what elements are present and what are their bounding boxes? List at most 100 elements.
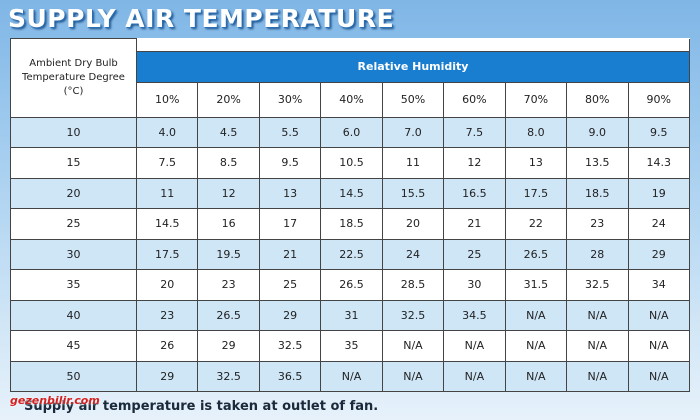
column-header: 90% [627,81,690,118]
table-cell: 6.0 [320,116,383,148]
table-row: 30 17.5 19.5 21 22.5 24 25 26.5 28 29 [10,238,690,270]
table-cell: 34.5 [443,299,506,331]
row-header: 20 [10,177,137,209]
table-row: 15 7.5 8.5 9.5 10.5 11 12 13 13.5 14.3 [10,147,690,179]
column-header: 40% [320,81,383,118]
header-row: Ambient Dry Bulb Temperature Degree (°C) [10,38,690,118]
table-cell: 4.0 [135,116,199,148]
table-cell: 29 [258,299,322,331]
table-cell: 26.5 [504,238,568,270]
table-cell: N/A [443,360,506,392]
table-cell: 29 [197,330,260,362]
row-header: 50 [10,360,137,392]
table-cell: 11 [381,147,445,179]
table-cell: 11 [135,177,199,209]
table-cell: 9.5 [627,116,690,148]
table-cell: 26.5 [320,269,383,301]
watermark: gezenbilir.com [10,394,100,407]
table-cell: N/A [566,330,629,362]
table-row: 10 4.0 4.5 5.5 6.0 7.0 7.5 8.0 9.0 9.5 [10,116,690,148]
table-cell: 14.5 [135,208,199,240]
table-cell: 31.5 [504,269,568,301]
table-cell: 16.5 [443,177,506,209]
table-cell: N/A [566,360,629,392]
table-row: 35 20 23 25 26.5 28.5 30 31.5 32.5 34 [10,269,690,301]
table-cell: 20 [381,208,445,240]
table-cell: N/A [627,330,690,362]
table-cell: 25 [443,238,506,270]
table-cell: 15.5 [381,177,445,209]
table-cell: 13.5 [566,147,629,179]
table-row: 50 29 32.5 36.5 N/A N/A N/A N/A N/A N/A [10,360,690,392]
column-header: 60% [443,81,506,118]
table-cell: 14.5 [320,177,383,209]
table-cell: 9.5 [258,147,322,179]
table-cell: 29 [627,238,690,270]
table-cell: N/A [320,360,383,392]
table-cell: 12 [443,147,506,179]
row-header: 30 [10,238,137,270]
table-cell: 36.5 [258,360,322,392]
table-cell: 23 [135,299,199,331]
table-cell: 32.5 [566,269,629,301]
table-cell: 13 [504,147,568,179]
table-cell: 4.5 [197,116,260,148]
table-cell: 32.5 [197,360,260,392]
column-header: 20% [197,81,260,118]
table-cell: N/A [381,360,445,392]
table-cell: N/A [566,299,629,331]
table-row: 40 23 26.5 29 31 32.5 34.5 N/A N/A N/A [10,299,690,331]
table-body: Ambient Dry Bulb Temperature Degree (°C)… [10,38,690,392]
table-cell: 25 [258,269,322,301]
corner-header: Ambient Dry Bulb Temperature Degree (°C) [10,38,137,118]
row-header: 15 [10,147,137,179]
table-cell: 22 [504,208,568,240]
table-row: 20 11 12 13 14.5 15.5 16.5 17.5 18.5 19 [10,177,690,209]
table-cell: 24 [381,238,445,270]
table-cell: 32.5 [381,299,445,331]
table-cell: 17.5 [504,177,568,209]
table-cell: 7.5 [135,147,199,179]
column-header: 80% [566,81,629,118]
table-cell: 5.5 [258,116,322,148]
table-cell: 7.0 [381,116,445,148]
table-cell: 14.3 [627,147,690,179]
table-cell: N/A [504,330,568,362]
table-cell: 9.0 [566,116,629,148]
table-cell: 22.5 [320,238,383,270]
table-cell: 7.5 [443,116,506,148]
table-cell: N/A [627,299,690,331]
column-header: 70% [504,81,568,118]
table-cell: N/A [504,360,568,392]
table-cell: N/A [381,330,445,362]
footnote: Supply air temperature is taken at outle… [24,399,379,414]
table-cell: 29 [135,360,199,392]
table-cell: 8.5 [197,147,260,179]
table-cell: 18.5 [566,177,629,209]
row-header: 10 [10,116,137,148]
table-cell: 16 [197,208,260,240]
spacer [136,38,690,51]
table-cell: 26.5 [197,299,260,331]
table-cell: 26 [135,330,199,362]
table-cell: 23 [197,269,260,301]
table-cell: 8.0 [504,116,568,148]
table-cell: 20 [135,269,199,301]
table-cell: 32.5 [258,330,322,362]
column-header: 30% [258,81,322,118]
table-cell: 30 [443,269,506,301]
table-cell: 21 [258,238,322,270]
table-cell: 35 [320,330,383,362]
row-header: 25 [10,208,137,240]
table-cell: 10.5 [320,147,383,179]
table-cell: 34 [627,269,690,301]
group-header-row: Relative Humidity [11,50,690,83]
table-cell: 28 [566,238,629,270]
table-cell: 19 [627,177,690,209]
table-cell: 17 [258,208,322,240]
row-header: 35 [10,269,137,301]
row-header: 40 [10,299,137,331]
table-cell: 24 [627,208,690,240]
table-cell: N/A [627,360,690,392]
